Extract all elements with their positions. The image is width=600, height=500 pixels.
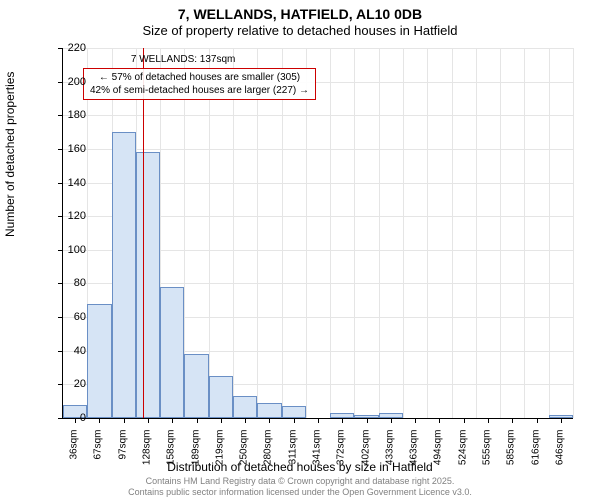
y-tick-label: 120: [42, 210, 86, 222]
y-axis-label: Number of detached properties: [3, 72, 17, 237]
x-tick-mark: [318, 418, 319, 423]
x-tick-mark: [99, 418, 100, 423]
x-tick-mark: [342, 418, 343, 423]
x-tick-mark: [245, 418, 246, 423]
x-tick-mark: [561, 418, 562, 423]
gridline-v: [452, 48, 453, 418]
x-tick-mark: [172, 418, 173, 423]
gridline-v: [476, 48, 477, 418]
gridline-h: [63, 115, 573, 116]
gridline-v: [257, 48, 258, 418]
y-tick-label: 140: [42, 177, 86, 189]
marker-callout-line2: 42% of semi-detached houses are larger (…: [90, 84, 309, 97]
y-tick-label: 20: [42, 378, 86, 390]
x-tick-mark: [367, 418, 368, 423]
footnote-line1: Contains HM Land Registry data © Crown c…: [146, 476, 455, 486]
gridline-h: [63, 48, 573, 49]
x-tick-mark: [512, 418, 513, 423]
gridline-v: [403, 48, 404, 418]
gridline-v: [354, 48, 355, 418]
x-tick-mark: [124, 418, 125, 423]
bar: [136, 152, 160, 418]
gridline-v: [427, 48, 428, 418]
marker-line: [143, 48, 144, 418]
x-tick-mark: [488, 418, 489, 423]
marker-callout: ← 57% of detached houses are smaller (30…: [83, 68, 316, 100]
gridline-v: [549, 48, 550, 418]
marker-callout-line1: ← 57% of detached houses are smaller (30…: [90, 71, 309, 84]
plot-area: 7 WELLANDS: 137sqm ← 57% of detached hous…: [62, 48, 573, 419]
y-tick-label: 180: [42, 109, 86, 121]
y-tick-label: 160: [42, 143, 86, 155]
gridline-v: [573, 48, 574, 418]
bar: [112, 132, 136, 418]
x-tick-mark: [537, 418, 538, 423]
x-tick-mark: [439, 418, 440, 423]
title-line2: Size of property relative to detached ho…: [0, 23, 600, 38]
y-tick-label: 40: [42, 345, 86, 357]
gridline-h: [63, 149, 573, 150]
bar: [282, 406, 306, 418]
gridline-v: [282, 48, 283, 418]
gridline-v: [209, 48, 210, 418]
x-tick-mark: [391, 418, 392, 423]
footnote: Contains HM Land Registry data © Crown c…: [0, 476, 600, 498]
bar: [257, 403, 281, 418]
gridline-v: [379, 48, 380, 418]
y-tick-label: 220: [42, 42, 86, 54]
title-block: 7, WELLANDS, HATFIELD, AL10 0DB Size of …: [0, 0, 600, 38]
x-axis-label: Distribution of detached houses by size …: [0, 460, 600, 474]
x-tick-mark: [269, 418, 270, 423]
chart-container: 7, WELLANDS, HATFIELD, AL10 0DB Size of …: [0, 0, 600, 500]
bar: [184, 354, 208, 418]
y-tick-label: 100: [42, 244, 86, 256]
marker-title: 7 WELLANDS: 137sqm: [103, 54, 263, 65]
y-tick-label: 200: [42, 76, 86, 88]
footnote-line2: Contains public sector information licen…: [128, 487, 472, 497]
title-line1: 7, WELLANDS, HATFIELD, AL10 0DB: [0, 6, 600, 22]
bar: [233, 396, 257, 418]
x-tick-mark: [415, 418, 416, 423]
x-tick-mark: [197, 418, 198, 423]
x-tick-mark: [464, 418, 465, 423]
gridline-v: [233, 48, 234, 418]
x-tick-mark: [148, 418, 149, 423]
gridline-v: [306, 48, 307, 418]
y-tick-label: 60: [42, 311, 86, 323]
bar: [209, 376, 233, 418]
bar: [87, 304, 111, 418]
x-tick-mark: [221, 418, 222, 423]
gridline-v: [524, 48, 525, 418]
x-tick-mark: [294, 418, 295, 423]
bar: [160, 287, 184, 418]
y-tick-label: 80: [42, 277, 86, 289]
y-tick-label: 0: [42, 412, 86, 424]
gridline-v: [330, 48, 331, 418]
gridline-v: [500, 48, 501, 418]
